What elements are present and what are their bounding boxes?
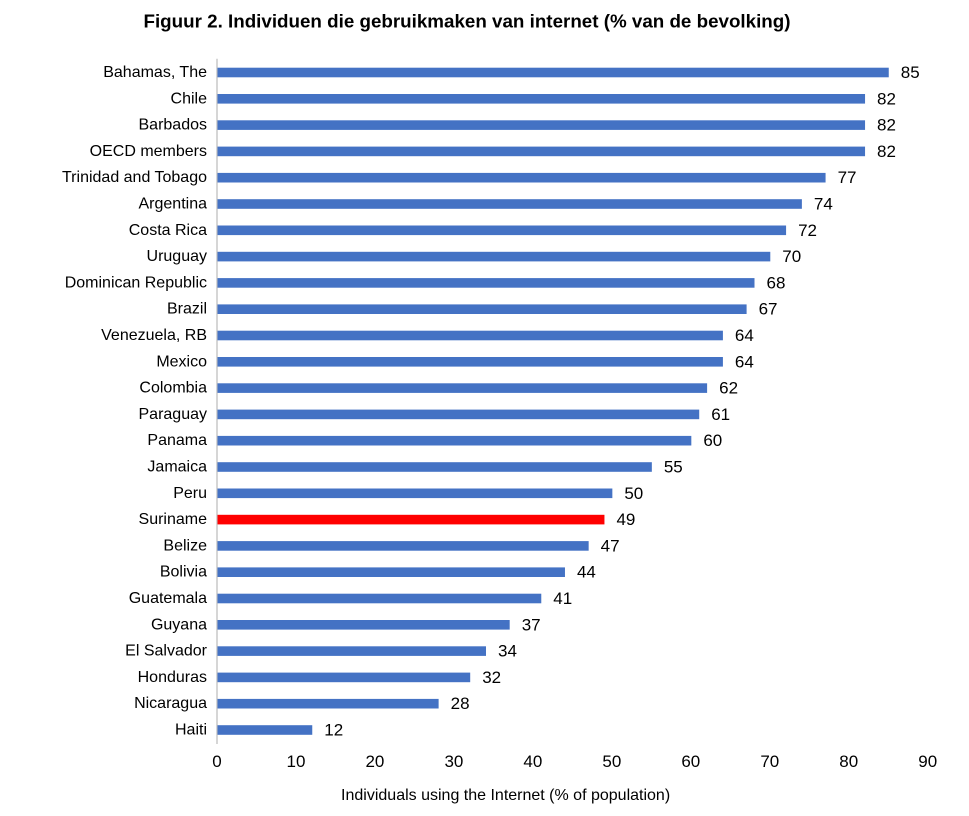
svg-text:64: 64	[735, 352, 754, 371]
svg-text:Jamaica: Jamaica	[147, 459, 207, 476]
svg-text:Paraguay: Paraguay	[139, 406, 208, 423]
svg-text:40: 40	[523, 752, 542, 771]
svg-text:41: 41	[553, 589, 572, 608]
svg-text:Brazil: Brazil	[167, 301, 207, 318]
svg-text:50: 50	[602, 752, 621, 771]
svg-text:0: 0	[212, 752, 221, 771]
svg-text:32: 32	[482, 668, 501, 687]
svg-text:82: 82	[877, 142, 896, 161]
svg-text:72: 72	[798, 221, 817, 240]
svg-text:60: 60	[681, 752, 700, 771]
svg-text:Honduras: Honduras	[138, 669, 207, 686]
svg-text:Bahamas, The: Bahamas, The	[103, 64, 207, 81]
svg-text:12: 12	[324, 721, 343, 740]
svg-text:64: 64	[735, 326, 754, 345]
svg-text:68: 68	[767, 273, 786, 292]
svg-text:62: 62	[719, 379, 738, 398]
svg-text:Uruguay: Uruguay	[147, 248, 207, 265]
svg-text:Venezuela, RB: Venezuela, RB	[101, 327, 207, 344]
svg-text:Barbados: Barbados	[139, 117, 208, 134]
svg-text:Haiti: Haiti	[175, 722, 207, 739]
svg-text:55: 55	[664, 458, 683, 477]
svg-text:37: 37	[522, 615, 541, 634]
svg-text:Mexico: Mexico	[156, 353, 207, 370]
svg-text:61: 61	[711, 405, 730, 424]
svg-text:Colombia: Colombia	[139, 380, 207, 397]
svg-text:Suriname: Suriname	[139, 511, 208, 528]
svg-text:Trinidad and Tobago: Trinidad and Tobago	[62, 169, 207, 186]
svg-text:47: 47	[601, 536, 620, 555]
svg-text:Figuur 2. Individuen die gebru: Figuur 2. Individuen die gebruikmaken va…	[143, 11, 790, 32]
svg-text:34: 34	[498, 642, 517, 661]
svg-text:82: 82	[877, 116, 896, 135]
svg-text:Costa Rica: Costa Rica	[129, 222, 207, 239]
svg-text:74: 74	[814, 195, 833, 214]
svg-text:Chile: Chile	[171, 90, 208, 107]
svg-text:82: 82	[877, 89, 896, 108]
svg-text:Dominican Republic: Dominican Republic	[65, 274, 207, 291]
svg-text:Panama: Panama	[147, 432, 207, 449]
svg-text:67: 67	[759, 300, 778, 319]
svg-text:60: 60	[703, 431, 722, 450]
svg-text:30: 30	[444, 752, 463, 771]
svg-text:Guatemala: Guatemala	[129, 590, 207, 607]
svg-text:10: 10	[287, 752, 306, 771]
svg-text:OECD members: OECD members	[90, 143, 207, 160]
svg-text:Argentina: Argentina	[139, 196, 208, 213]
svg-text:70: 70	[760, 752, 779, 771]
svg-text:Nicaragua: Nicaragua	[134, 695, 207, 712]
svg-text:44: 44	[577, 563, 596, 582]
svg-text:Bolivia: Bolivia	[160, 564, 207, 581]
svg-text:77: 77	[838, 168, 857, 187]
svg-text:49: 49	[616, 510, 635, 529]
svg-text:20: 20	[365, 752, 384, 771]
svg-text:El Salvador: El Salvador	[125, 643, 207, 660]
svg-text:85: 85	[901, 63, 920, 82]
svg-text:80: 80	[839, 752, 858, 771]
svg-text:Peru: Peru	[173, 485, 207, 502]
svg-text:50: 50	[624, 484, 643, 503]
svg-text:90: 90	[918, 752, 937, 771]
svg-text:28: 28	[451, 694, 470, 713]
svg-text:Guyana: Guyana	[151, 616, 207, 633]
svg-text:70: 70	[782, 247, 801, 266]
svg-text:Belize: Belize	[163, 537, 207, 554]
svg-text:Individuals using the Internet: Individuals using the Internet (% of pop…	[341, 787, 670, 804]
